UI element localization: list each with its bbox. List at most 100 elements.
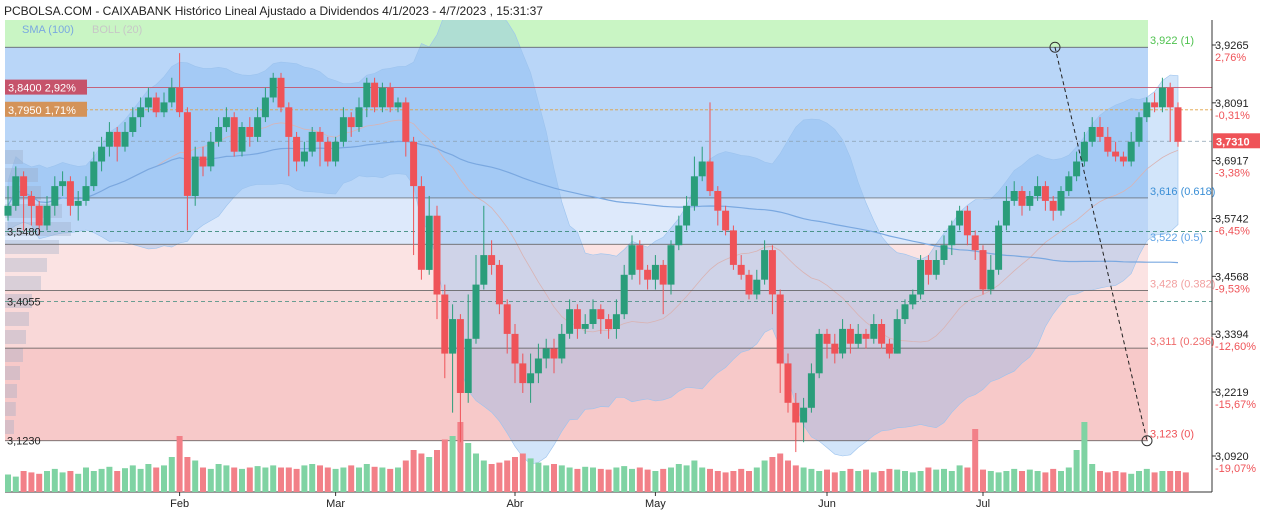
volume-bar [605, 469, 612, 492]
candle-body [137, 107, 145, 118]
volume-bar [730, 471, 737, 492]
candle-body [1127, 141, 1135, 162]
x-tick-label: May [645, 498, 666, 510]
candle [620, 264, 628, 320]
candle-body [495, 264, 503, 305]
candle-body [238, 127, 246, 152]
candle [199, 146, 207, 177]
volume-bar [12, 476, 19, 492]
candle-body [191, 156, 199, 196]
candle-body [285, 107, 293, 137]
candle-body [612, 314, 620, 329]
candle-body [293, 136, 301, 162]
candle [1127, 131, 1135, 167]
candle [987, 255, 995, 295]
candle-body [4, 205, 12, 216]
volume-bar [1081, 422, 1088, 492]
volume-bar [777, 453, 784, 492]
volume-bar [1128, 473, 1135, 492]
candle-body [1002, 200, 1010, 226]
volume-bar [278, 467, 284, 492]
candle [628, 235, 636, 280]
candle-body [909, 294, 917, 305]
y-tick-price: 3,9265 [1215, 40, 1249, 52]
candle [316, 127, 324, 167]
candle-body [1049, 200, 1057, 211]
volume-bar [434, 450, 440, 492]
profile-bar [5, 240, 59, 254]
candle [433, 205, 441, 320]
candle [846, 324, 854, 354]
candle-body [488, 255, 496, 265]
candle [901, 299, 909, 325]
candle [222, 107, 230, 132]
candle-body [1151, 102, 1159, 108]
volume-bar [722, 472, 729, 492]
boll-mid [7, 119, 1179, 343]
candle-body [1080, 141, 1088, 162]
candle [971, 230, 979, 260]
candle [441, 284, 449, 379]
volume-bar [67, 471, 74, 492]
volume-bar [699, 467, 706, 492]
profile-bar [5, 294, 32, 308]
x-tick-label: Jul [976, 498, 990, 510]
candle [917, 255, 925, 300]
volume-bar [1104, 472, 1111, 492]
y-tick-price: 3,8091 [1215, 98, 1249, 110]
volume-bar [324, 467, 331, 492]
y-tick-pct: -12,60% [1215, 341, 1256, 353]
candle-body [105, 131, 113, 147]
candle [1026, 191, 1034, 211]
candle-body [511, 333, 519, 364]
volume-bar [512, 457, 518, 492]
volume-bar [1097, 471, 1103, 492]
candle [230, 112, 238, 157]
candle-body [854, 333, 862, 344]
candle-body [807, 373, 815, 408]
trend-start-marker [1049, 41, 1061, 53]
candle-body [371, 82, 379, 108]
fib-trendline [1054, 47, 1148, 441]
volume-bar [114, 471, 121, 492]
candle [59, 171, 67, 196]
candle [402, 97, 410, 157]
candle [651, 255, 659, 290]
candle [371, 77, 379, 113]
candle-body [82, 186, 90, 201]
volume-bar [683, 465, 690, 492]
volume-bar [1151, 472, 1158, 492]
candle-body [113, 131, 121, 147]
candle [800, 397, 808, 443]
candle [449, 304, 457, 413]
candle [355, 97, 363, 132]
candle-body [768, 250, 776, 295]
volume-bar [426, 457, 433, 492]
volume-bar [418, 453, 425, 492]
volume-bar [668, 467, 674, 492]
candle-body [573, 309, 581, 329]
candle [753, 269, 761, 300]
volume-bar [613, 467, 620, 492]
volume-bar [129, 465, 136, 492]
candle [761, 240, 769, 285]
candle [339, 107, 347, 147]
volume-bar [855, 471, 862, 492]
candle-body [129, 117, 137, 132]
last-price-label: 3,7310 [1216, 136, 1250, 148]
candle-body [66, 181, 74, 206]
volume-bar [1182, 472, 1189, 492]
y-tick-pct: -9,53% [1215, 283, 1250, 295]
candle-body [472, 284, 480, 339]
candle [43, 195, 51, 231]
candle [207, 131, 215, 172]
candle-body [254, 117, 262, 137]
candle-body [121, 131, 129, 147]
fib-label: 3,311 (0.236) [1150, 336, 1215, 348]
volume-bar [379, 467, 386, 492]
candlesticks[interactable] [4, 53, 1182, 453]
volume-bar [987, 471, 994, 492]
left-price-tag [5, 101, 87, 117]
candle-body [324, 141, 332, 162]
